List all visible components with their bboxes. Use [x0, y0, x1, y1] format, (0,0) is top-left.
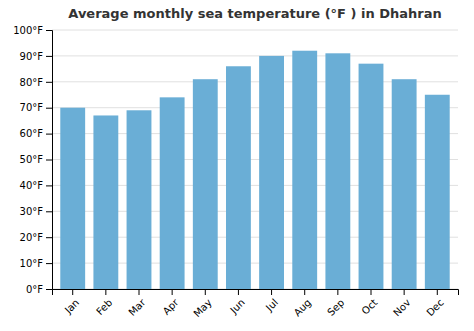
y-tick: 60°F	[20, 128, 52, 139]
x-tick-label: Mar	[126, 296, 148, 318]
bar	[93, 115, 118, 289]
x-tick-label: Oct	[359, 297, 379, 317]
y-tick: 90°F	[20, 51, 52, 62]
x-tick-label: Jun	[227, 297, 247, 317]
y-tick: 10°F	[20, 258, 52, 269]
bar	[60, 108, 85, 289]
y-tick-label: 50°F	[20, 154, 44, 165]
bar	[226, 66, 251, 289]
tick-mark	[72, 289, 73, 295]
y-tick-label: 60°F	[20, 128, 44, 139]
tick-mark	[46, 160, 52, 161]
y-tick: 100°F	[13, 25, 52, 36]
grid	[52, 30, 458, 289]
x-tick: Jun	[227, 289, 247, 316]
y-tick: 50°F	[20, 154, 52, 165]
x-tick: Nov	[391, 289, 413, 318]
tick-mark	[139, 289, 140, 295]
y-tick-label: 80°F	[20, 77, 44, 88]
x-tick-label: Apr	[161, 296, 182, 317]
tick-mark	[238, 289, 239, 295]
tick-mark	[46, 185, 52, 186]
plot: Jan Feb Mar Apr May Jun Jul Aug Sep Oct Nov Dec 0°F 1…	[13, 25, 458, 319]
title: Average monthly sea temperature (°F ) in…	[68, 6, 441, 21]
x-tick: Sep	[325, 289, 346, 318]
x-tick: May	[191, 289, 213, 319]
bar	[392, 79, 417, 289]
x-tick: Oct	[359, 289, 379, 317]
tick-mark	[46, 82, 52, 83]
x-tick: Jan	[62, 289, 81, 316]
x-tick-label: Feb	[94, 297, 114, 317]
x-tick-label: May	[191, 297, 213, 319]
y-tick-label: 90°F	[20, 51, 44, 62]
y-tick-label: 40°F	[20, 180, 44, 191]
tick-mark	[46, 237, 52, 238]
y-tick: 20°F	[20, 232, 52, 243]
y-tick-label: 20°F	[20, 232, 44, 243]
tick-mark	[371, 289, 372, 295]
tick-mark	[46, 263, 52, 264]
y-tick-label: 70°F	[20, 102, 44, 113]
tick-mark	[46, 56, 52, 57]
x-tick-label: Dec	[424, 297, 445, 318]
x-tick: Jul	[263, 289, 280, 314]
bar	[259, 56, 284, 289]
chart: Jan Feb Mar Apr May Jun Jul Aug Sep Oct Nov Dec 0°F 1…	[0, 0, 474, 331]
x-tick-label: Jul	[263, 297, 280, 314]
tick-mark	[46, 108, 52, 109]
axis-line	[46, 31, 53, 290]
y-tick: 30°F	[20, 206, 52, 217]
y-tick: 40°F	[20, 180, 52, 191]
bar	[359, 64, 384, 289]
bar	[160, 97, 185, 289]
tick-mark	[46, 134, 52, 135]
tick-mark	[105, 289, 106, 295]
bar	[127, 110, 152, 289]
x-tick-label: Aug	[292, 297, 314, 319]
tick-mark	[46, 289, 52, 290]
bar	[325, 53, 350, 289]
tick-mark	[404, 289, 405, 295]
grid-line	[52, 55, 458, 56]
tick-mark	[271, 289, 272, 295]
y-tick-label: 30°F	[20, 206, 44, 217]
bar	[292, 51, 317, 289]
x-tick: Mar	[126, 289, 148, 318]
tick-mark	[172, 289, 173, 295]
x-tick: Feb	[94, 289, 114, 317]
x-tick-label: Jan	[62, 297, 81, 316]
x-tick-label: Sep	[325, 297, 346, 318]
tick-mark	[304, 289, 305, 295]
bar	[193, 79, 218, 289]
axis-line	[53, 290, 459, 296]
y-tick: 80°F	[20, 77, 52, 88]
tick-mark	[437, 289, 438, 295]
tick-mark	[205, 289, 206, 295]
x-tick: Dec	[424, 289, 445, 318]
bars	[60, 51, 449, 289]
x-tick: Aug	[292, 289, 314, 318]
y-tick-label: 100°F	[13, 25, 43, 36]
y-tick-label: 0°F	[26, 284, 43, 295]
tick-mark	[46, 30, 52, 31]
x-tick-label: Nov	[391, 297, 413, 319]
x-tick: Apr	[161, 289, 182, 317]
grid-line	[52, 30, 458, 31]
y-tick: 70°F	[20, 102, 52, 113]
y-axis: 0°F 10°F 20°F 30°F 40°F 50°F 60°F 70°F 80°F 90°F 1…	[13, 25, 52, 295]
bar	[425, 95, 450, 289]
x-axis: Jan Feb Mar Apr May Jun Jul Aug Sep Oct Nov Dec	[53, 289, 459, 319]
tick-mark	[46, 211, 52, 212]
tick-mark	[337, 289, 338, 295]
y-tick-label: 10°F	[20, 258, 44, 269]
y-tick: 0°F	[26, 284, 52, 295]
